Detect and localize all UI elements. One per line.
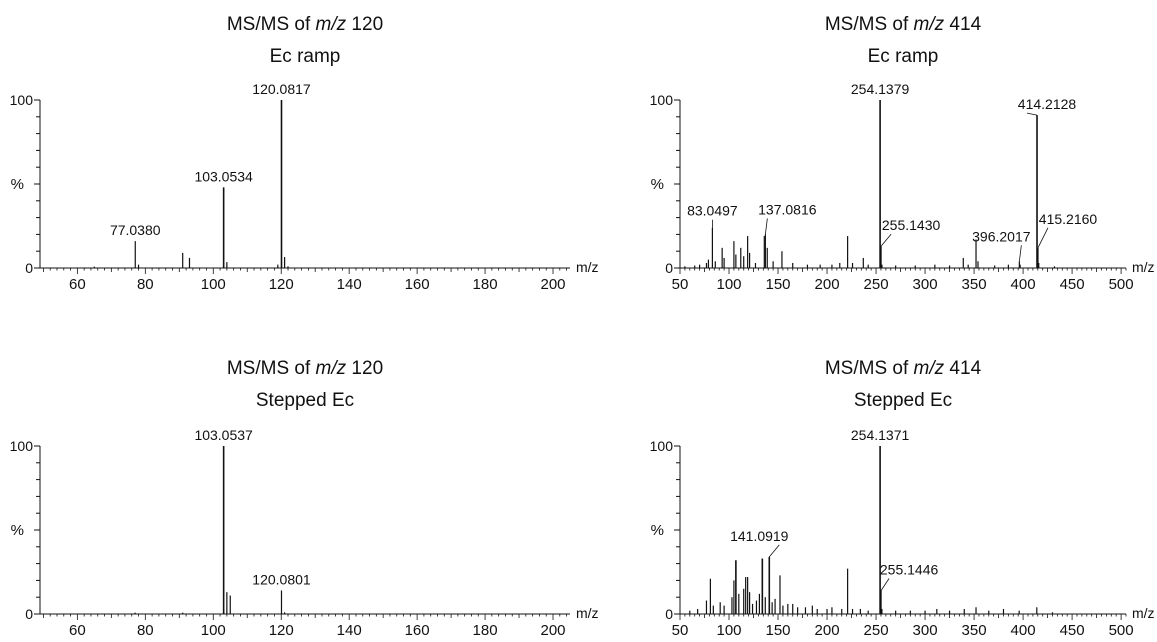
x-tick-label: 350 [962, 622, 987, 639]
peak-label-leader [1026, 112, 1038, 116]
spectrum-panel-4: MS/MS of m/z 414 Stepped Ec 0 100% 50 100 150 2… [650, 358, 1155, 639]
x-tick-label: 200 [815, 622, 840, 639]
x-tick-label: 50 [672, 622, 689, 639]
x-tick-label: 300 [913, 276, 938, 293]
x-tick-label: 250 [864, 622, 889, 639]
peak-label: 255.1430 [882, 217, 941, 233]
x-tick-label: 180 [473, 276, 498, 293]
peak-label: 137.0816 [758, 201, 817, 217]
y-tick-label: 0 [665, 606, 673, 622]
x-tick-label: 450 [1060, 622, 1085, 639]
y-axis-label: % [11, 176, 24, 193]
peak-label-leader [880, 578, 890, 591]
y-tick-label: 0 [665, 260, 673, 276]
x-tick-label: 400 [1011, 276, 1036, 293]
y-tick-label: 100 [650, 92, 674, 108]
x-tick-label: 50 [672, 276, 689, 293]
x-tick-label: 60 [69, 622, 86, 639]
x-tick-label: 200 [815, 276, 840, 293]
peak-label-leader [768, 544, 780, 558]
x-tick-label: 60 [69, 276, 86, 293]
y-tick-label: 100 [10, 92, 34, 108]
x-tick-label: 100 [201, 276, 226, 293]
x-tick-label: 140 [337, 622, 362, 639]
x-axis-label: m/z [1132, 259, 1155, 275]
y-axis-label: % [651, 522, 664, 539]
x-axis-label: m/z [576, 605, 599, 621]
x-axis-label: m/z [576, 259, 599, 275]
x-tick-label: 100 [201, 622, 226, 639]
x-tick-label: 180 [473, 622, 498, 639]
x-tick-label: 400 [1011, 622, 1036, 639]
x-tick-label: 150 [766, 622, 791, 639]
y-axis-label: % [11, 522, 24, 539]
x-tick-label: 500 [1109, 276, 1134, 293]
y-tick-label: 0 [25, 606, 33, 622]
x-tick-label: 160 [405, 622, 430, 639]
spectrum-panel-1: MS/MS of m/z 120 Ec ramp 0 100% 60 80 100 120 14… [10, 14, 599, 293]
x-tick-label: 200 [540, 622, 565, 639]
panel-subtitle: Stepped Ec [256, 390, 354, 411]
y-tick-label: 0 [25, 260, 33, 276]
x-tick-label: 120 [269, 276, 294, 293]
peak-label: 103.0534 [194, 168, 253, 184]
panel-title: MS/MS of m/z 120 [227, 14, 383, 35]
spectrum-panel-3: MS/MS of m/z 120 Stepped Ec 0 100% 60 80 100 12… [10, 358, 599, 639]
x-tick-label: 80 [137, 276, 154, 293]
peak-label: 103.0537 [194, 427, 253, 443]
panel-subtitle: Stepped Ec [854, 390, 952, 411]
panel-subtitle: Ec ramp [270, 46, 341, 67]
y-axis-label: % [651, 176, 664, 193]
peak-label-leader [764, 218, 768, 235]
x-tick-label: 80 [137, 622, 154, 639]
peak-label: 414.2128 [1018, 96, 1077, 112]
y-tick-label: 100 [650, 438, 674, 454]
panel-title: MS/MS of m/z 414 [825, 14, 982, 35]
peak-label: 141.0919 [730, 528, 789, 544]
peak-label: 83.0497 [687, 203, 738, 219]
panel-title: MS/MS of m/z 120 [227, 358, 383, 379]
x-tick-label: 450 [1060, 276, 1085, 293]
spectrum-panel-2: MS/MS of m/z 414 Ec ramp 0 100% 50 100 150 200 2… [650, 14, 1155, 293]
peak-label: 415.2160 [1039, 211, 1098, 227]
x-tick-label: 120 [269, 622, 294, 639]
x-tick-label: 500 [1109, 622, 1134, 639]
x-tick-label: 200 [540, 276, 565, 293]
x-tick-label: 100 [716, 622, 741, 639]
x-axis-label: m/z [1132, 605, 1155, 621]
peak-label-leader [880, 233, 892, 247]
peak-label: 120.0801 [252, 571, 311, 587]
x-tick-label: 160 [405, 276, 430, 293]
x-tick-label: 100 [716, 276, 741, 293]
y-tick-label: 100 [10, 438, 34, 454]
peak-label: 255.1446 [880, 561, 939, 577]
peak-label: 77.0380 [110, 222, 161, 238]
panel-subtitle: Ec ramp [868, 46, 939, 67]
x-tick-label: 150 [766, 276, 791, 293]
peak-label: 254.1379 [851, 81, 910, 97]
peak-label-leader [1037, 227, 1049, 249]
peak-label: 254.1371 [851, 427, 910, 443]
panel-title: MS/MS of m/z 414 [825, 358, 982, 379]
peak-label-leader [1018, 245, 1022, 262]
x-tick-label: 300 [913, 622, 938, 639]
x-tick-label: 250 [864, 276, 889, 293]
x-tick-label: 350 [962, 276, 987, 293]
x-tick-label: 140 [337, 276, 362, 293]
peak-label: 120.0817 [252, 81, 311, 97]
peak-label: 396.2017 [972, 228, 1031, 244]
